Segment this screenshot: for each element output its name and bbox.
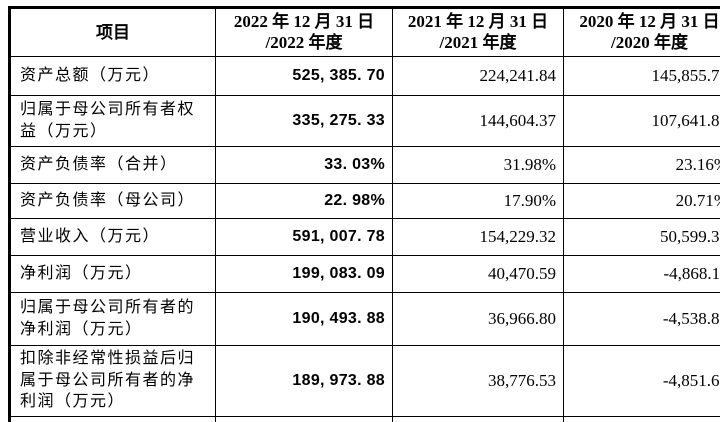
- header-period-2020-line1: 2020 年 12 月 31 日: [579, 12, 720, 31]
- table-row-net-profit: 净利润（万元） 199, 083. 09 40,470.59 -4,868.11: [9, 254, 720, 293]
- table-header-row: 项目 2022 年 12 月 31 日 /2022 年度 2021 年 12 月…: [9, 7, 720, 57]
- table-row-total-assets: 资产总额（万元） 525, 385. 70 224,241.84 145,855…: [9, 55, 720, 96]
- table-row-basic-eps: 基本每股收益（元） 4. 66 0.90 -0.11: [9, 415, 720, 422]
- cell-2022-value: 189, 973. 88: [215, 344, 393, 417]
- cell-2022-value: 591, 007. 78: [215, 217, 393, 256]
- table-row-parent-equity: 归属于母公司所有者权益（万元） 335, 275. 33 144,604.37 …: [9, 94, 720, 147]
- row-label: 资产负债率（合并）: [9, 145, 216, 184]
- cell-2022-value: 190, 493. 88: [215, 291, 393, 346]
- header-period-2022-line2: /2022 年度: [265, 33, 343, 53]
- row-label: 归属于母公司所有者权益（万元）: [9, 94, 216, 147]
- cell-2021-value: 38,776.53: [392, 344, 564, 417]
- cell-2022-value: 199, 083. 09: [215, 254, 393, 293]
- cell-2022-value: 525, 385. 70: [215, 55, 393, 96]
- header-period-2022-line1: 2022 年 12 月 31 日: [233, 12, 375, 31]
- row-label: 归属于母公司所有者的净利润（万元）: [9, 291, 216, 346]
- cell-2021-value: 36,966.80: [392, 291, 564, 346]
- table-row-net-profit-parent: 归属于母公司所有者的净利润（万元） 190, 493. 88 36,966.80…: [9, 291, 720, 346]
- header-period-2021-line2: /2021 年度: [439, 33, 517, 53]
- row-label: 资产负债率（母公司）: [9, 182, 216, 219]
- table-row-operating-revenue: 营业收入（万元） 591, 007. 78 154,229.32 50,599.…: [9, 217, 720, 256]
- cell-2021-value: 154,229.32: [392, 217, 564, 256]
- header-item: 项目: [9, 7, 216, 57]
- cell-2021-value: 40,470.59: [392, 254, 564, 293]
- header-period-2020-line2: /2020 年度: [611, 33, 688, 53]
- cell-2020-value: -0.11: [563, 415, 720, 422]
- cell-2020-value: 145,855.78: [563, 55, 720, 96]
- table-row-debt-ratio-parent: 资产负债率（母公司） 22. 98% 17.90% 20.71%: [9, 182, 720, 219]
- row-label: 营业收入（万元）: [9, 217, 216, 256]
- cell-2021-value: 31.98%: [392, 145, 564, 184]
- cell-2020-value: 20.71%: [563, 182, 720, 219]
- header-period-2022: 2022 年 12 月 31 日 /2022 年度: [215, 7, 393, 57]
- header-period-2020: 2020 年 12 月 31 日 /2020 年度: [563, 7, 720, 57]
- table-row-net-profit-excl-nonrecurring: 扣除非经常性损益后归属于母公司所有者的净利润（万元） 189, 973. 88 …: [9, 344, 720, 417]
- header-period-2021-line1: 2021 年 12 月 31 日: [407, 12, 549, 31]
- cell-2020-value: 50,599.39: [563, 217, 720, 256]
- financial-summary-table: 项目 2022 年 12 月 31 日 /2022 年度 2021 年 12 月…: [8, 6, 720, 422]
- header-period-2021: 2021 年 12 月 31 日 /2021 年度: [392, 7, 564, 57]
- cell-2022-value: 22. 98%: [215, 182, 393, 219]
- cell-2022-value: 4. 66: [215, 415, 393, 422]
- row-label: 净利润（万元）: [9, 254, 216, 293]
- row-label: 扣除非经常性损益后归属于母公司所有者的净利润（万元）: [9, 344, 216, 417]
- cell-2022-value: 335, 275. 33: [215, 94, 393, 147]
- table-row-debt-ratio-consolidated: 资产负债率（合并） 33. 03% 31.98% 23.16%: [9, 145, 720, 184]
- cell-2021-value: 224,241.84: [392, 55, 564, 96]
- cell-2020-value: -4,538.82: [563, 291, 720, 346]
- cell-2020-value: 23.16%: [563, 145, 720, 184]
- cell-2021-value: 144,604.37: [392, 94, 564, 147]
- cell-2020-value: 107,641.85: [563, 94, 720, 147]
- cell-2021-value: 0.90: [392, 415, 564, 422]
- cell-2020-value: -4,851.65: [563, 344, 720, 417]
- row-label: 基本每股收益（元）: [9, 415, 216, 422]
- row-label: 资产总额（万元）: [9, 55, 216, 96]
- cell-2021-value: 17.90%: [392, 182, 564, 219]
- cell-2022-value: 33. 03%: [215, 145, 393, 184]
- cell-2020-value: -4,868.11: [563, 254, 720, 293]
